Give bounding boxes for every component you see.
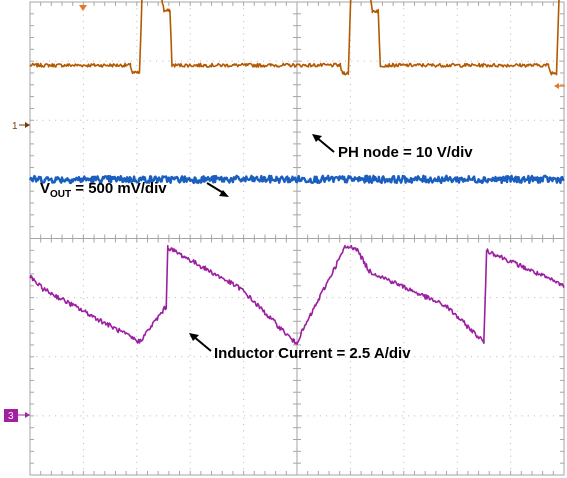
channel-1-ground-marker: 1 bbox=[12, 121, 30, 132]
annotation-vout-rest: = 500 mV/div bbox=[71, 180, 167, 197]
trace-vout bbox=[28, 174, 565, 185]
trigger-level-marker bbox=[554, 83, 565, 89]
annotation-inductor-current: Inductor Current = 2.5 A/div bbox=[189, 333, 411, 362]
annotation-vout-main: V bbox=[40, 180, 50, 197]
annotation-ph-node: PH node = 10 V/div bbox=[312, 134, 473, 161]
annotation-vout-text: VOUT = 500 mV/div bbox=[40, 180, 167, 200]
trigger-position-marker bbox=[79, 5, 87, 11]
annotation-vout: VOUT = 500 mV/div bbox=[40, 180, 229, 200]
trace-inductor-current bbox=[29, 244, 565, 346]
annotation-inductor-current-text: Inductor Current = 2.5 A/div bbox=[214, 345, 411, 362]
trace-ph-node bbox=[29, 0, 560, 76]
channel-3-ground-marker: 3 bbox=[4, 409, 30, 422]
traces bbox=[28, 0, 565, 346]
channel-3-label: 3 bbox=[8, 411, 14, 422]
annotation-ph-node-text: PH node = 10 V/div bbox=[338, 144, 473, 161]
annotation-vout-subscript: OUT bbox=[50, 189, 71, 200]
channel-1-label: 1 bbox=[12, 121, 18, 132]
